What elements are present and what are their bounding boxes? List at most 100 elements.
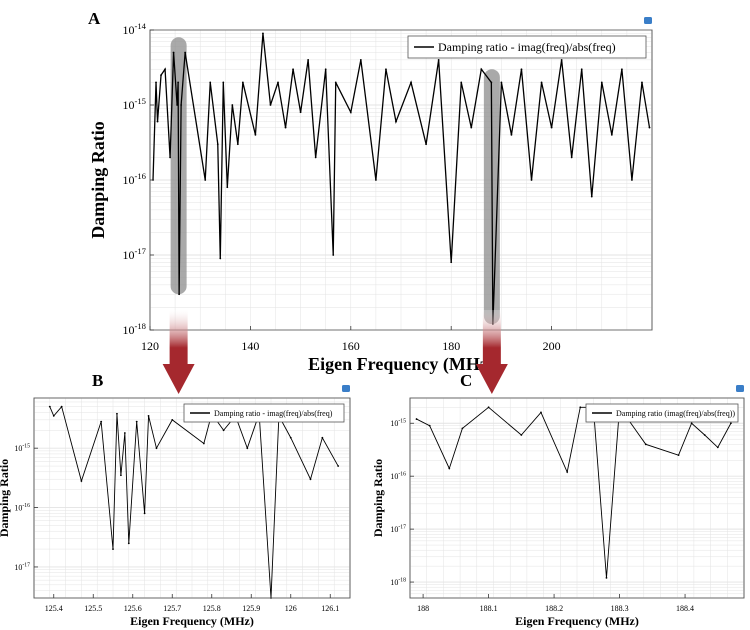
data-point [610, 133, 613, 136]
data-point [241, 81, 244, 84]
grid [34, 397, 350, 599]
y-tick-label: 10-16 [123, 171, 147, 187]
data-point [644, 443, 647, 446]
data-point [600, 81, 603, 84]
data-point [127, 542, 130, 545]
chart-panel-b: 125.4 125.5 125.6 125.7 125.8 125.9 126 126.1 10… [0, 385, 351, 628]
data-point [490, 81, 493, 84]
data-point [415, 418, 418, 420]
data-point [231, 104, 234, 106]
data-point [204, 179, 207, 181]
data-point [116, 412, 118, 415]
data-point [178, 293, 181, 296]
y-tick-label: 10-16 [390, 472, 406, 481]
chart-panel-a: 120 140 160 180 200 10-18 10-17 10-16 10-15 10-14… [88, 17, 653, 375]
legend: Damping ratio - imag(freq)/abs(freq) [183, 403, 345, 423]
data-point [566, 471, 569, 473]
data-point [321, 436, 324, 439]
data-point [460, 81, 463, 84]
legend-box [183, 403, 345, 423]
legend-label: Damping ratio - imag(freq)/abs(freq) [214, 409, 333, 418]
data-point [500, 81, 503, 84]
data-point [450, 261, 453, 264]
x-tick-label: 125.8 [203, 604, 221, 613]
x-tick-label: 125.7 [163, 604, 181, 613]
data-point [448, 467, 451, 470]
panel-label-b: B [92, 371, 103, 390]
legend: Damping ratio (imag(freq)/abs(freq)) [585, 403, 739, 423]
data-point [222, 429, 225, 432]
data-point [530, 179, 533, 181]
x-axis-label: Eigen Frequency (MHz) [130, 614, 254, 628]
data-point [550, 126, 553, 129]
x-tick-label: 188.1 [480, 604, 498, 613]
y-tick-label: 10-14 [123, 21, 147, 37]
data-point [299, 111, 302, 114]
data-point [216, 143, 219, 146]
data-point [52, 414, 55, 417]
data-point [385, 68, 387, 71]
data-point [520, 434, 523, 436]
data-point [292, 68, 294, 71]
data-point [284, 126, 287, 129]
data-point [155, 447, 158, 450]
data-point [428, 424, 431, 427]
data-point [349, 111, 352, 114]
data-point [155, 81, 157, 84]
data-point [570, 156, 573, 159]
data-point [254, 133, 257, 136]
export-icon[interactable] [342, 385, 350, 392]
data-point [262, 32, 264, 35]
x-tick-label: 188.3 [611, 604, 629, 613]
data-point [143, 512, 146, 515]
data-point [80, 480, 83, 482]
data-point [202, 442, 205, 445]
x-tick-label: 200 [543, 339, 561, 353]
export-icon[interactable] [736, 385, 744, 392]
x-tick-label: 188.4 [676, 604, 694, 613]
x-tick-label: 125.6 [124, 604, 142, 613]
panel-label-a: A [88, 9, 101, 28]
data-point [112, 548, 114, 550]
data-point [337, 465, 340, 467]
data-point [470, 126, 473, 129]
x-tick-label: 125.9 [242, 604, 260, 613]
data-point [135, 420, 138, 423]
data-point [590, 195, 593, 198]
data-point [510, 133, 513, 136]
data-point [580, 68, 583, 71]
data-point [560, 58, 563, 61]
data-point [461, 427, 464, 430]
grid [150, 29, 652, 331]
data-point [677, 454, 680, 457]
x-tick-label: 188 [417, 604, 429, 613]
y-tick-label: 10-17 [14, 562, 30, 571]
data-point [324, 68, 327, 71]
data-point [395, 120, 397, 123]
export-icon[interactable] [644, 17, 652, 24]
data-point [120, 474, 122, 477]
data-point [375, 179, 377, 181]
x-tick-label: 125.4 [45, 604, 63, 613]
y-tick-label: 10-15 [123, 96, 147, 112]
data-point [226, 186, 229, 189]
data-point [307, 58, 310, 61]
data-point [425, 143, 427, 146]
panel-label-c: C [460, 371, 472, 390]
data-point [730, 422, 732, 425]
zoom-arrow [162, 310, 195, 394]
data-point [487, 406, 490, 409]
y-tick-label: 10-18 [390, 578, 406, 587]
data-point [236, 143, 239, 146]
y-tick-label: 10-17 [390, 525, 406, 534]
x-axis-label: Eigen Frequency (MHz) [308, 354, 494, 375]
y-tick-label: 10-16 [14, 503, 30, 512]
legend-label: Damping ratio - imag(freq)/abs(freq) [438, 40, 616, 54]
data-point [160, 74, 162, 77]
data-point [180, 104, 183, 106]
x-axis-label: Eigen Frequency (MHz) [515, 614, 639, 628]
y-tick-label: 10-15 [390, 419, 406, 428]
x-tick-label: 180 [442, 339, 460, 353]
data-point [520, 68, 523, 71]
zoom-arrow [475, 310, 508, 394]
